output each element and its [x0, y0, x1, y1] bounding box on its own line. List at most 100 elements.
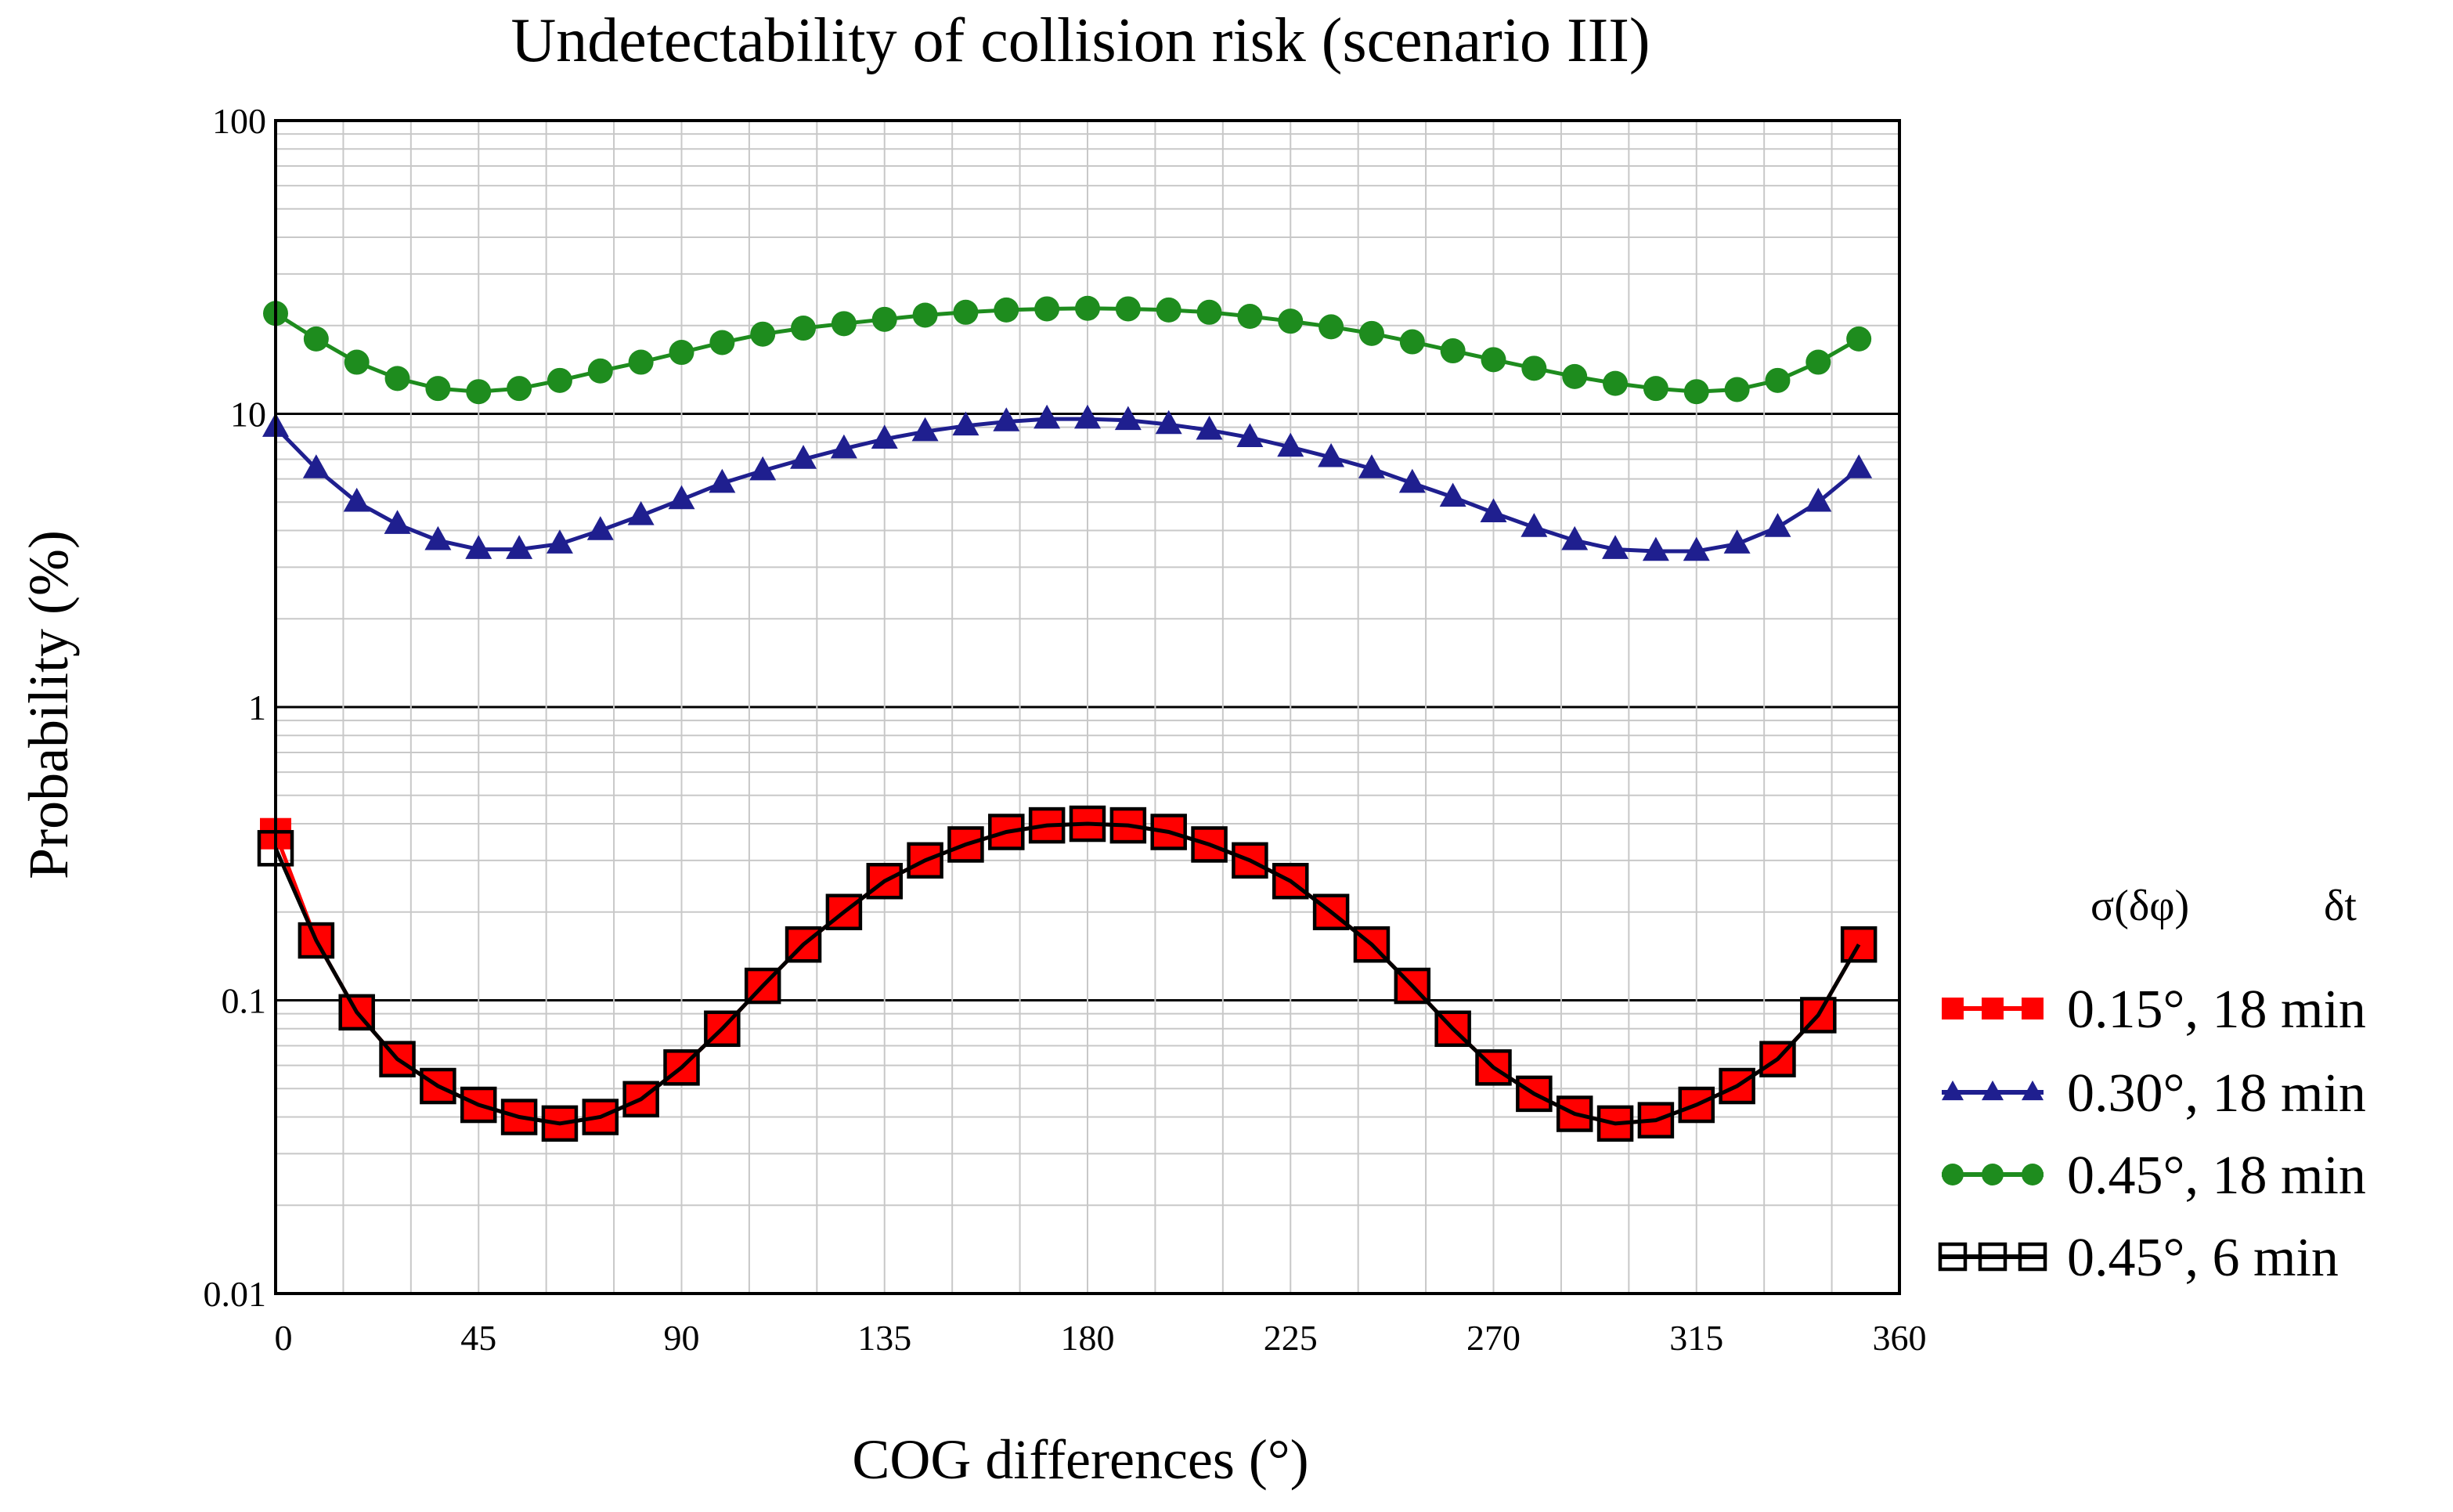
data-point [912, 302, 938, 328]
data-point [1683, 379, 1709, 405]
legend-marker [1982, 998, 2004, 1019]
data-point [1236, 423, 1264, 448]
data-point [1440, 338, 1466, 364]
legend-marker [2022, 998, 2044, 1019]
data-point [1556, 1095, 1593, 1132]
data-point [952, 411, 979, 436]
x-tick-label: 360 [1873, 1318, 1927, 1358]
data-point [1723, 529, 1751, 554]
series-filled-circle [263, 295, 1872, 405]
legend-item: 0.30°, 18 min [1942, 1063, 2366, 1124]
x-tick-label: 0 [275, 1318, 293, 1358]
legend-marker [2022, 1080, 2044, 1101]
data-point [1278, 309, 1304, 334]
legend-marker [1982, 1080, 2004, 1101]
data-point [1394, 967, 1431, 1005]
legend-item: 0.45°, 6 min [1938, 1228, 2339, 1288]
data-point [1358, 320, 1384, 346]
data-point [1800, 997, 1837, 1034]
plot-series [257, 295, 1878, 1142]
data-point [1642, 536, 1669, 561]
x-axis-ticks: 0 45 90 135 180 225 270 315 360 [275, 1318, 1927, 1358]
data-point [622, 1081, 659, 1118]
data-point [1318, 442, 1345, 467]
data-point [1196, 415, 1223, 440]
legend: σ(δφ) δt 0.15°, 18 min 0.30°, 18 min 0.45°… [1938, 882, 2366, 1288]
legend-label: 0.15°, 18 min [2067, 980, 2366, 1040]
data-point [379, 1041, 416, 1077]
data-point [1562, 363, 1588, 389]
legend-marker [2018, 1242, 2047, 1272]
data-point [582, 1099, 619, 1135]
plot-frame [274, 119, 1901, 1295]
legend-marker [1982, 1164, 2004, 1185]
data-point [303, 326, 329, 352]
data-point [425, 376, 451, 402]
data-point [1150, 814, 1187, 850]
data-point [338, 994, 375, 1031]
data-point [1358, 454, 1385, 478]
data-point [1034, 404, 1061, 429]
x-tick-label: 225 [1264, 1318, 1318, 1358]
legend-marker [1938, 1242, 1968, 1272]
y-tick-label: 0.1 [222, 981, 267, 1021]
data-point [460, 1086, 497, 1124]
data-point [628, 349, 654, 375]
chart-title: Undetectability of collision risk (scena… [510, 6, 1650, 75]
data-point [506, 535, 533, 559]
data-point [1480, 498, 1507, 523]
data-point [587, 358, 613, 384]
x-tick-label: 180 [1061, 1318, 1115, 1358]
legend-marker [1942, 1080, 1964, 1101]
data-point [1719, 1067, 1755, 1105]
data-point [546, 529, 573, 554]
data-point [1439, 482, 1466, 507]
data-point [1724, 377, 1750, 402]
data-point [1475, 1049, 1512, 1086]
x-tick-label: 315 [1669, 1318, 1723, 1358]
legend-header-sigma: σ(δφ) [2090, 882, 2189, 930]
data-point [1643, 376, 1668, 402]
data-point [1846, 326, 1872, 352]
data-point [704, 1010, 741, 1048]
data-point [500, 1099, 538, 1135]
data-point [1074, 404, 1101, 429]
data-point [1434, 1010, 1471, 1048]
series-line [273, 821, 1861, 1126]
legend-header-dt: δt [2324, 882, 2357, 930]
legend-marker [1942, 1164, 1964, 1185]
data-point [1318, 314, 1344, 340]
data-point [668, 485, 695, 510]
data-point [424, 525, 452, 550]
data-point [1028, 807, 1066, 844]
series-line [273, 821, 1861, 1126]
data-point [1678, 1086, 1715, 1124]
data-point [344, 349, 370, 375]
data-point [507, 376, 532, 402]
data-point [709, 468, 736, 493]
y-tick-label: 0.01 [204, 1274, 267, 1314]
data-point [627, 501, 655, 525]
x-tick-label: 270 [1466, 1318, 1520, 1358]
data-point [831, 311, 857, 337]
data-point [871, 424, 898, 449]
y-tick-label: 10 [230, 395, 266, 435]
data-point [1759, 1041, 1796, 1077]
x-axis-title: COG differences (°) [852, 1428, 1308, 1491]
data-point [420, 1067, 456, 1105]
y-axis-ticks: 0.01 0.1 1 10 100 [204, 101, 267, 1314]
data-point [1521, 355, 1547, 381]
data-point [988, 814, 1025, 850]
data-point [1765, 367, 1791, 393]
data-point [871, 306, 897, 332]
series-line [274, 306, 1860, 394]
series-line [274, 417, 1860, 554]
data-point [1109, 807, 1147, 844]
data-point [1114, 406, 1142, 431]
data-point [1232, 842, 1268, 879]
data-point [1155, 410, 1182, 435]
x-tick-label: 135 [857, 1318, 911, 1358]
y-tick-label: 100 [212, 101, 266, 141]
data-point [750, 321, 776, 347]
